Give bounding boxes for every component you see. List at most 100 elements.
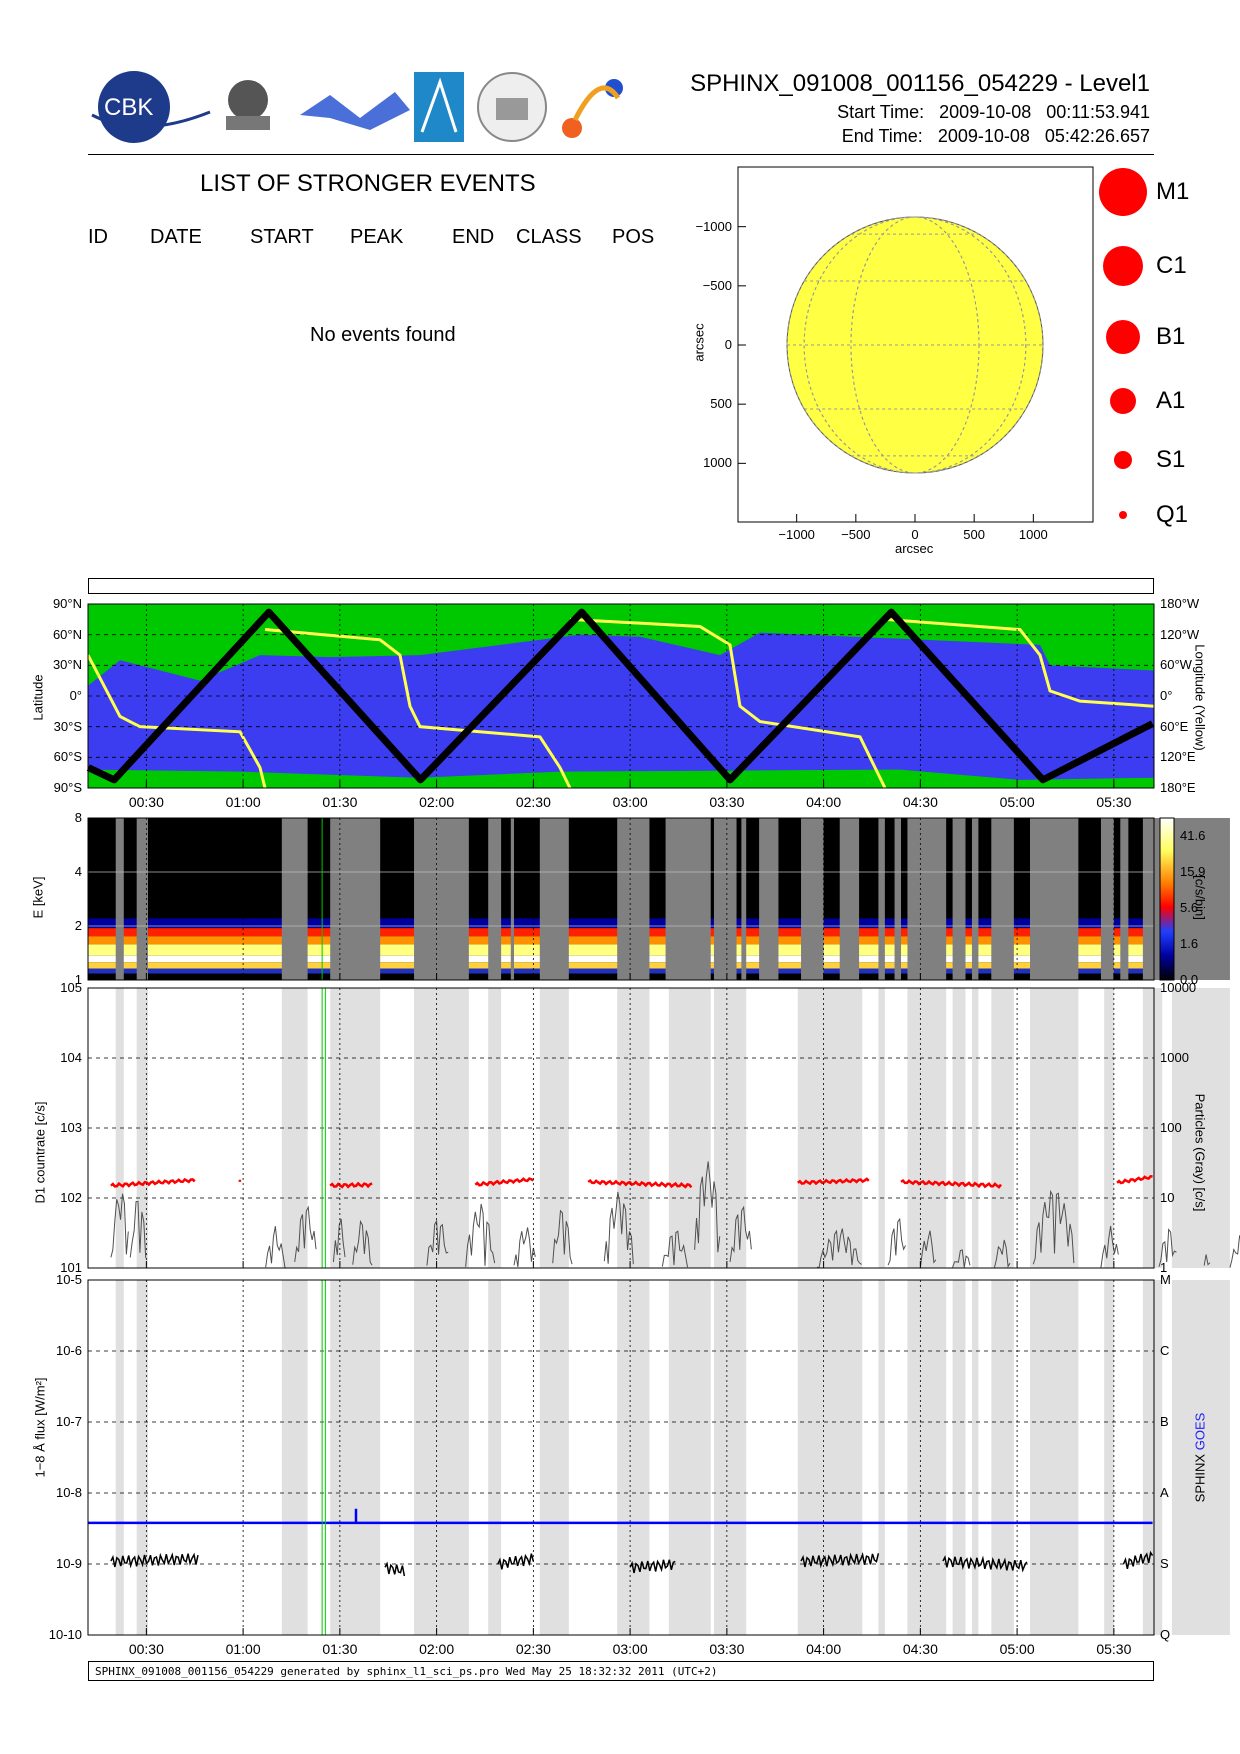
- spectrum-gap: [952, 818, 966, 980]
- flux-time-label: 05:00: [999, 1641, 1035, 1657]
- orbit-frame: [87, 603, 1155, 789]
- orbit-time-label: 00:30: [128, 794, 164, 810]
- flux-ytick-label: 10-6: [55, 1343, 82, 1358]
- land-south: [88, 769, 1154, 788]
- orbit-ytick-label: 60°N: [52, 626, 82, 642]
- orbit-panel: [86, 603, 1155, 789]
- spectrum-gap: [907, 818, 947, 980]
- particles-ytick-label: 10: [1160, 1190, 1175, 1205]
- spectrum-panel: [87, 817, 1230, 981]
- flux-gap: [797, 1280, 863, 1635]
- particle-burst: [694, 1161, 721, 1253]
- particle-burst: [1100, 1225, 1119, 1268]
- flux-ytick-label: 10-10: [48, 1627, 82, 1642]
- legend-label-m1: M1: [1156, 178, 1190, 205]
- svg-text:CBK: CBK: [104, 94, 153, 121]
- countrate-gap: [281, 988, 308, 1268]
- legend-dot-c1: [1103, 246, 1143, 286]
- goes-class-label: M: [1160, 1272, 1171, 1287]
- no-events-message: No events found: [310, 324, 456, 346]
- flux-gap: [488, 1280, 502, 1635]
- events-title: LIST OF STRONGER EVENTS: [200, 170, 536, 197]
- sun-meridian: [850, 216, 980, 474]
- longitude-curve: [884, 617, 1155, 708]
- orbit-y2tick-label: 180°W: [1160, 596, 1200, 611]
- countrate-background: [88, 988, 1154, 1268]
- countrate-gap: [797, 988, 863, 1268]
- file-title: SPHINX_091008_001156_054229 - Level1: [690, 70, 1150, 97]
- energy-tick-label: 8: [74, 810, 82, 825]
- spectrum-gap: [115, 818, 124, 980]
- particle-burst: [465, 1203, 496, 1267]
- col-class: CLASS: [516, 226, 582, 248]
- countrate-ytick-label: 104: [60, 1050, 82, 1065]
- countrate-gap: [115, 988, 124, 1268]
- countrate-gap: [1104, 988, 1114, 1268]
- satellite-track: [86, 608, 1155, 784]
- sun-xlabel: arcsec: [895, 541, 934, 556]
- particle-burst: [332, 1218, 346, 1263]
- countrate-ytick-label: 103: [60, 1120, 82, 1135]
- spectrum-band: [88, 928, 1154, 937]
- footer-caption: SPHINX_091008_001156_054229 generated by…: [88, 1661, 1154, 1681]
- sun-ytick-label: 1000: [703, 455, 732, 471]
- col-id: ID: [88, 226, 108, 248]
- legend-dot-s1: [1114, 451, 1132, 469]
- sun-meridian: [803, 216, 1027, 474]
- sun-xtick-label: 500: [963, 527, 986, 542]
- spectrum-gap: [1030, 818, 1079, 980]
- countrate-ylabel: D1 countrate [c/s]: [32, 1101, 48, 1204]
- orbit-ytick-label: 0°: [69, 688, 82, 703]
- col-date: DATE: [150, 226, 202, 248]
- particle-burst: [129, 1200, 147, 1259]
- orbit-time-label: 05:30: [1096, 794, 1132, 810]
- flux-gap: [713, 1280, 747, 1635]
- longitude-curve: [264, 628, 572, 789]
- flux-time-label: 04:00: [806, 1641, 842, 1657]
- flux-gap: [617, 1280, 650, 1635]
- orbit-ytick-label: 30°S: [53, 718, 82, 734]
- goes-class-label: S: [1160, 1556, 1169, 1571]
- triangle-logo: [414, 72, 464, 142]
- spectrum-gap: [713, 818, 737, 980]
- spectrum-gap: [1100, 818, 1114, 980]
- sun-map-frame: [737, 166, 1094, 523]
- spectrum-gap: [1142, 818, 1163, 980]
- countrate-gap: [617, 988, 650, 1268]
- countrate-gap: [668, 988, 711, 1268]
- flux-ytick-label: 10-5: [55, 1272, 82, 1287]
- flux-ytick-label: 10-9: [55, 1556, 82, 1571]
- particle-burst: [1229, 1235, 1240, 1268]
- land-north: [88, 604, 1154, 686]
- orbit-y2tick-label: 180°E: [1160, 780, 1196, 795]
- spectrum-band: [88, 918, 1154, 929]
- countrate-segment: [1116, 1174, 1153, 1185]
- flux-background: [88, 1280, 1154, 1635]
- countrate-gap: [1030, 988, 1079, 1268]
- orbit-time-label: 02:30: [515, 794, 551, 810]
- flux-frame: [87, 1279, 1155, 1636]
- orbit-y2tick-label: 120°E: [1160, 749, 1196, 765]
- spectrum-gap: [539, 818, 569, 980]
- spectrum-gap: [665, 818, 711, 980]
- sun-xtick-label: −1000: [778, 527, 815, 542]
- sun-disk-fill: [786, 216, 1044, 474]
- flux-gap: [136, 1280, 148, 1635]
- colorbar-tick-label: 15.9: [1180, 864, 1206, 879]
- orbit-y2tick-label: 0°: [1160, 688, 1173, 703]
- energy-tick-label: 4: [74, 864, 82, 879]
- flux-time-label: 03:00: [612, 1641, 648, 1657]
- orbit-time-label: 01:30: [322, 794, 358, 810]
- spectrum-gap: [894, 818, 902, 980]
- flux-gap: [1142, 1280, 1163, 1635]
- sun-meridian: [803, 216, 1027, 474]
- sun-ylabel: arcsec: [691, 323, 707, 362]
- orbit-ytick-label: 60°S: [53, 749, 82, 765]
- flux-gap: [414, 1280, 469, 1635]
- orbit-ylabel: Latitude: [30, 674, 46, 721]
- colorbar-tick-label: 1.6: [1180, 936, 1199, 951]
- spectrum-gap: [330, 818, 381, 980]
- orbit-ytick-label: 30°N: [52, 657, 82, 673]
